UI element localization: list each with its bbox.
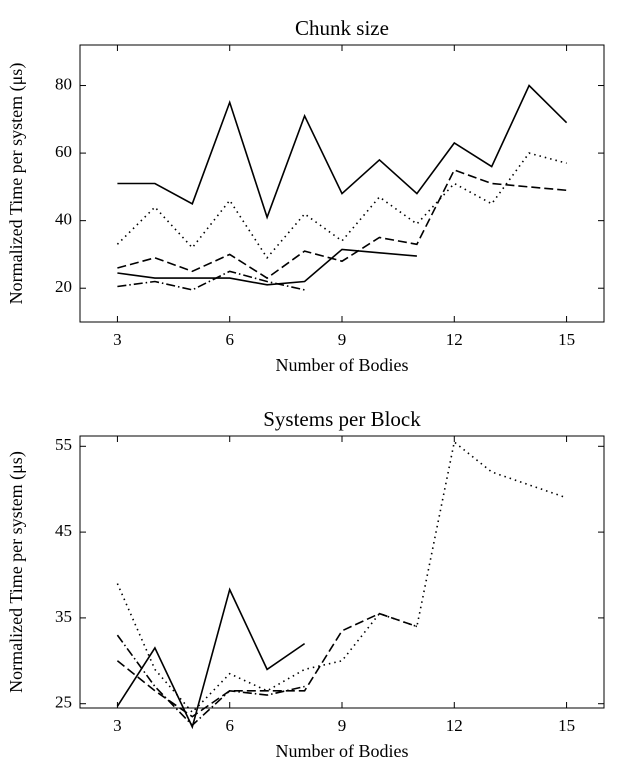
plot-frame: [79, 44, 605, 323]
plot-frame: [79, 435, 605, 709]
line-series: [116, 587, 306, 730]
x-tick-label: 15: [558, 330, 575, 349]
y-tick-label: 40: [55, 210, 72, 229]
line-series: [116, 612, 418, 718]
y-tick-label: 60: [55, 142, 72, 161]
chart-title: Systems per Block: [263, 407, 421, 431]
chart-title: Chunk size: [295, 16, 389, 40]
x-tick-label: 6: [225, 716, 234, 735]
x-tick-label: 9: [338, 716, 347, 735]
y-tick-label: 55: [55, 435, 72, 454]
line-series: [116, 440, 567, 714]
line-series: [116, 634, 305, 727]
line-series: [117, 270, 305, 291]
y-tick-label: 80: [55, 74, 72, 93]
y-tick-label: 35: [55, 607, 72, 626]
line-series: [117, 169, 567, 280]
x-tick-label: 15: [558, 716, 575, 735]
x-tick-label: 6: [225, 330, 234, 349]
x-tick-label: 3: [113, 716, 122, 735]
x-tick-label: 3: [113, 330, 122, 349]
x-tick-label: 9: [338, 330, 347, 349]
y-tick-label: 45: [55, 521, 72, 540]
y-tick-label: 25: [55, 693, 72, 712]
y-tick-label: 20: [55, 277, 72, 296]
y-axis-label: Normalized Time per system (μs): [6, 451, 27, 693]
y-axis-label: Normalized Time per system (μs): [6, 63, 27, 305]
x-axis-label: Number of Bodies: [276, 355, 409, 375]
x-axis-label: Number of Bodies: [276, 741, 409, 761]
x-tick-label: 12: [446, 330, 463, 349]
line-series: [117, 248, 417, 286]
line-series: [116, 152, 567, 260]
x-tick-label: 12: [446, 716, 463, 735]
line-series: [117, 84, 568, 220]
